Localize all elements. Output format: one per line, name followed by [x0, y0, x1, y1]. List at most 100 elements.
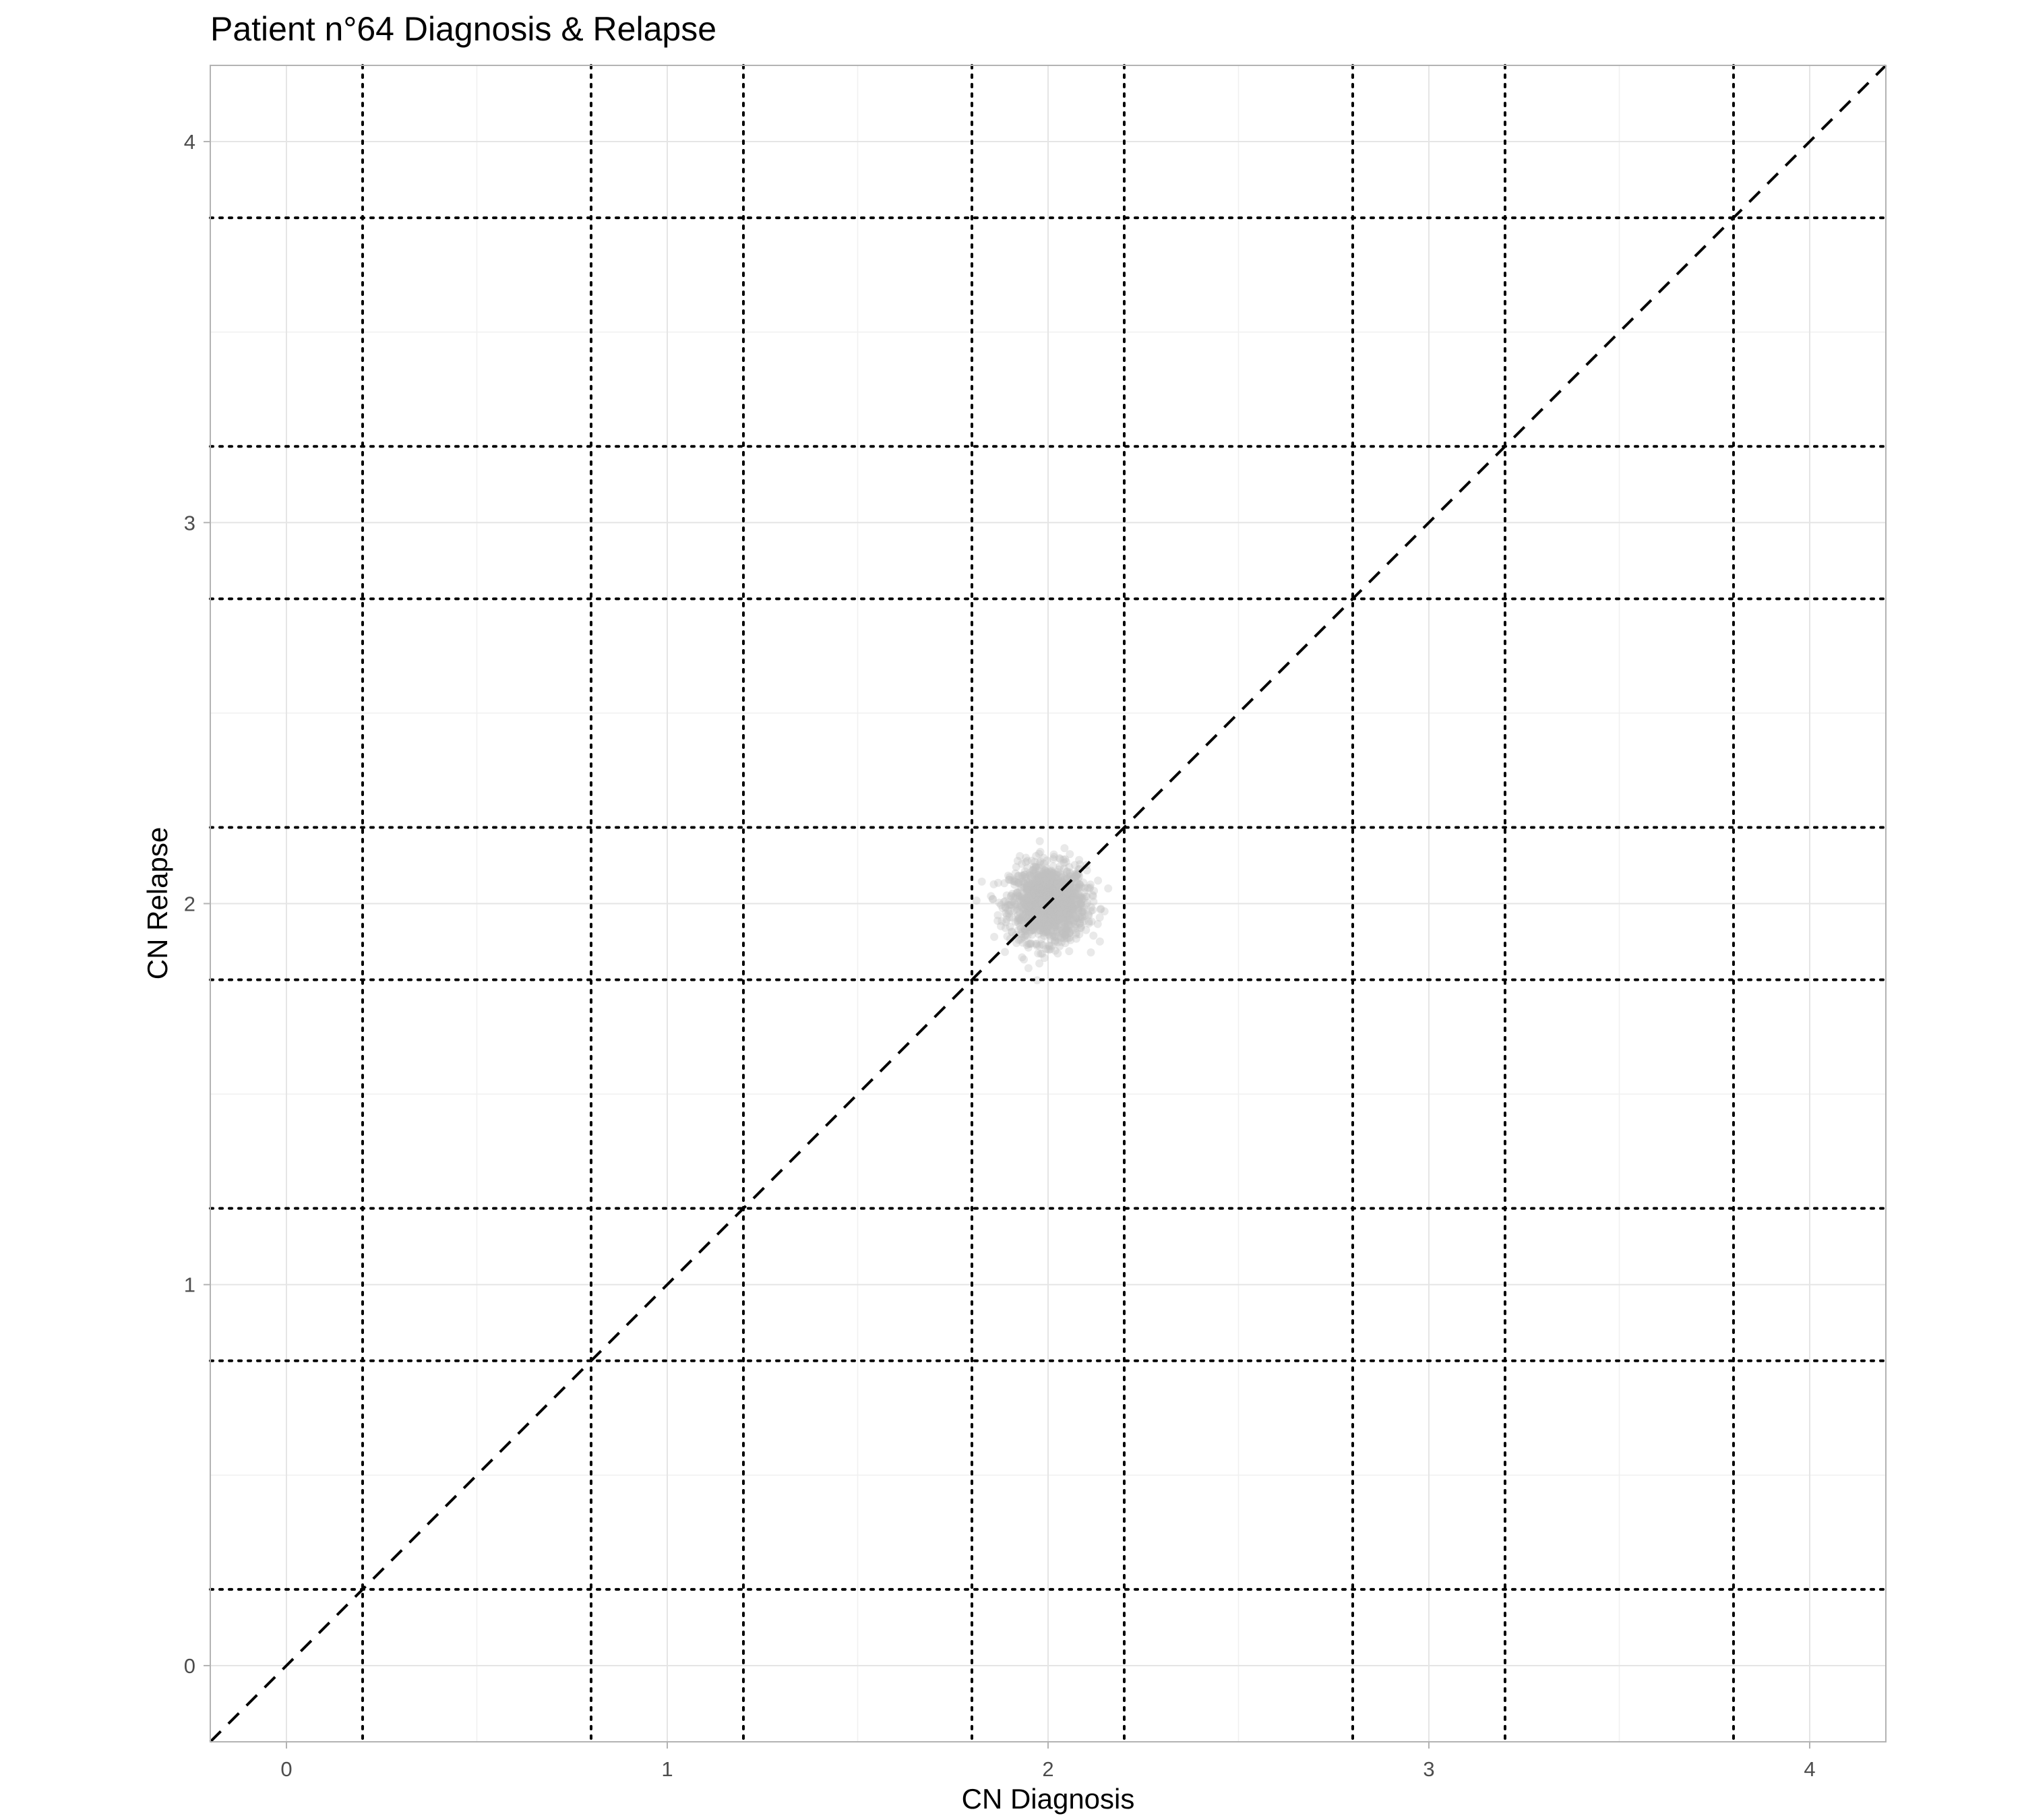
data-point: [1029, 903, 1037, 911]
data-point: [1049, 921, 1058, 930]
data-point: [1021, 894, 1030, 903]
data-point: [1041, 890, 1050, 899]
data-point: [1094, 876, 1103, 885]
data-point: [1039, 888, 1048, 897]
data-point: [1048, 917, 1057, 926]
data-point: [1004, 899, 1013, 907]
data-point: [1048, 931, 1057, 940]
data-point: [1058, 929, 1066, 937]
data-point: [1047, 866, 1055, 875]
data-point: [1072, 883, 1081, 892]
data-point: [1051, 946, 1060, 955]
data-point: [1032, 940, 1041, 948]
data-point: [1040, 908, 1049, 917]
data-point: [1018, 894, 1026, 903]
data-point: [1034, 896, 1042, 905]
data-point: [1048, 915, 1056, 923]
data-point: [1018, 953, 1027, 962]
data-point: [1037, 886, 1046, 894]
data-point: [1064, 917, 1072, 926]
data-point: [1060, 930, 1068, 938]
data-point: [1095, 913, 1104, 922]
data-point: [1072, 914, 1080, 923]
data-point: [1060, 904, 1068, 913]
data-point: [988, 894, 997, 903]
data-point: [1053, 917, 1062, 926]
data-point: [1001, 903, 1010, 911]
data-point: [1024, 892, 1033, 901]
data-point: [1037, 899, 1046, 908]
data-point: [1048, 929, 1057, 938]
data-point: [1038, 874, 1047, 883]
data-point: [1074, 890, 1082, 899]
data-point: [1070, 861, 1079, 870]
data-point: [1062, 911, 1071, 919]
data-point: [1010, 877, 1019, 886]
data-point: [1039, 941, 1048, 950]
data-point: [1032, 851, 1041, 860]
data-point: [1065, 888, 1074, 897]
data-point: [1062, 888, 1071, 897]
data-point: [1049, 884, 1058, 893]
data-point: [1043, 890, 1052, 899]
data-point: [1089, 897, 1098, 906]
data-point: [1080, 917, 1089, 926]
data-point: [1040, 870, 1049, 879]
data-point: [1029, 881, 1038, 890]
data-point: [1054, 910, 1063, 918]
data-point: [1060, 871, 1068, 880]
data-point: [1051, 912, 1060, 921]
data-point: [1030, 898, 1039, 907]
data-point: [1049, 912, 1058, 921]
data-point: [1047, 919, 1056, 928]
data-point: [1035, 919, 1044, 928]
data-point: [1010, 899, 1018, 907]
data-point: [1049, 850, 1058, 859]
data-point: [1029, 884, 1038, 893]
data-point: [1045, 909, 1053, 917]
data-point: [1049, 905, 1058, 913]
data-point: [1070, 894, 1078, 903]
data-point: [1032, 901, 1041, 910]
data-point: [1052, 880, 1061, 889]
data-point: [1058, 899, 1066, 907]
data-point: [1029, 925, 1037, 934]
data-point: [1051, 906, 1060, 915]
data-point: [1054, 876, 1063, 884]
data-point: [1016, 903, 1024, 911]
data-point: [1077, 896, 1086, 905]
data-point: [1024, 888, 1033, 897]
data-point: [1085, 884, 1094, 893]
data-point: [1072, 930, 1080, 939]
data-point: [1049, 882, 1058, 890]
data-point: [1046, 905, 1055, 914]
data-point: [1049, 862, 1058, 871]
data-point: [1031, 887, 1040, 896]
data-point: [1057, 878, 1066, 886]
data-point: [1033, 900, 1042, 909]
data-point: [1062, 925, 1070, 934]
x-tick-label-4: 4: [1804, 1757, 1815, 1781]
data-point: [1049, 869, 1058, 878]
data-point: [1016, 886, 1024, 895]
data-point: [1096, 905, 1105, 914]
data-point: [1049, 910, 1058, 919]
data-point: [1047, 912, 1055, 921]
data-point: [1005, 913, 1014, 921]
data-point: [1020, 883, 1029, 892]
data-point: [1032, 897, 1041, 905]
data-point: [1055, 878, 1064, 887]
data-point: [1093, 919, 1102, 928]
data-point: [1041, 883, 1049, 891]
data-point: [1062, 908, 1070, 917]
data-point: [1066, 906, 1075, 915]
data-point: [1047, 873, 1055, 882]
data-point: [998, 904, 1007, 913]
data-point: [1042, 920, 1051, 929]
data-point: [1029, 884, 1037, 892]
data-point: [1045, 891, 1054, 900]
data-point: [1040, 882, 1049, 891]
data-point: [1043, 893, 1052, 902]
data-point: [1031, 888, 1040, 897]
data-point: [1072, 878, 1081, 887]
